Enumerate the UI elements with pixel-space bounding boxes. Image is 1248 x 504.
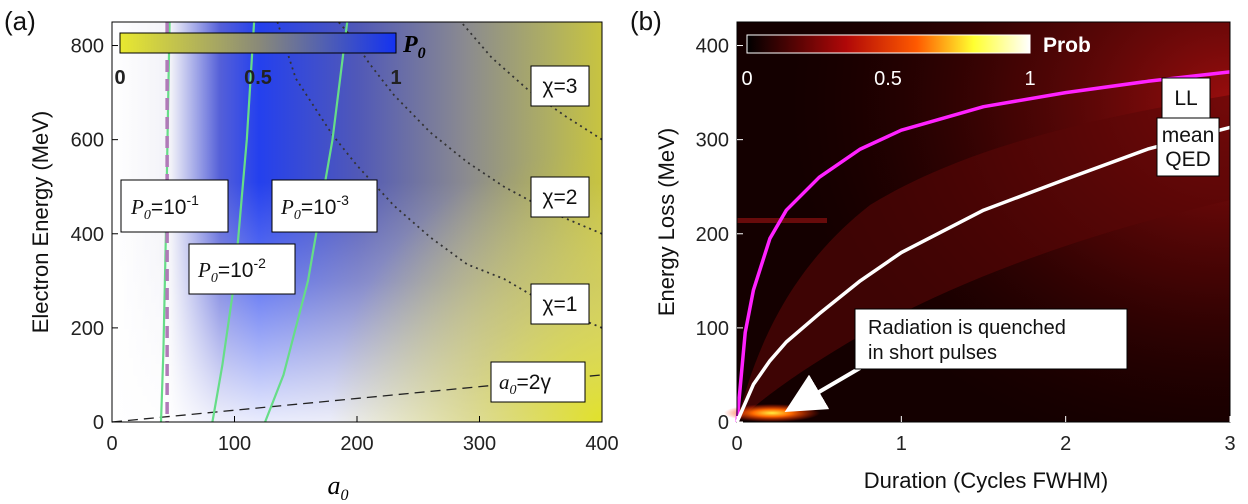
y-tick-label: 400 [696,36,729,58]
svg-text:P0=10-2: P0=10-2 [197,255,266,286]
svg-text:LL: LL [1174,87,1197,110]
cb-b-tick-2: 1 [1024,68,1035,90]
panel-a-x-ticks: 0 100 200 300 400 [106,416,619,455]
x-tick-label: 100 [218,433,251,455]
panel-b-label: (b) [630,6,662,36]
svg-text:χ=3: χ=3 [543,75,578,98]
series-mean-qed-line [735,125,1231,423]
panel-b-colorbar-label: Prob [1043,34,1091,57]
svg-text:a0=2γ: a0=2γ [499,370,551,398]
panel-b-x-ticks: 0 1 2 3 [731,416,1236,455]
label-chi-3: χ=3 [530,65,590,107]
panel-b-xlabel: Duration (Cycles FWHM) [864,468,1108,493]
label-p0-1e-3: P0=10-3 [271,179,378,233]
panel-b-frame [736,21,1231,423]
y-tick-label: 300 [696,130,729,152]
cb-a-tick-0: 0 [114,67,125,89]
x-tick-label: 400 [585,433,618,455]
x-tick-label: 0 [731,433,742,455]
svg-text:QED: QED [1165,148,1211,171]
x-tick-label: 200 [340,433,373,455]
panel-b-y-ticks: 0 100 200 300 400 [696,36,743,434]
label-a0-2gamma: a0=2γ [490,361,586,403]
annotation-line-2: in short pulses [868,342,997,364]
y-tick-label: 200 [71,318,104,340]
label-chi-2: χ=2 [530,176,590,218]
panel-a-xlabel: a0 [328,471,349,504]
svg-text:χ=1: χ=1 [543,293,578,316]
x-tick-label: 0 [106,433,117,455]
panel-b-colorbar: Prob 0 0.5 1 [741,34,1090,90]
annotation-line-1: Radiation is quenched [868,317,1066,339]
y-tick-label: 100 [696,318,729,340]
svg-text:mean: mean [1162,124,1215,147]
y-tick-label: 0 [93,412,104,434]
cb-a-tick-2: 1 [390,67,401,89]
panel-b-lines [735,70,1231,423]
panel-a: (a) 0 100 200 300 400 0 200 400 600 800 Electron… [4,6,619,504]
cb-b-tick-1: 0.5 [874,68,902,90]
cb-b-tick-0: 0 [741,68,752,90]
panel-b: (b) 0 1 2 3 0 100 200 300 400 Energy Loss (MeV)… [630,6,1236,493]
annotation-arrow [784,366,862,413]
x-tick-label: 1 [896,433,907,455]
svg-text:P0=10-3: P0=10-3 [280,192,349,223]
y-tick-label: 400 [71,224,104,246]
p0-contour-3 [264,21,349,423]
a0-2gamma-line [111,374,603,423]
cb-a-tick-1: 0.5 [244,67,272,89]
x-tick-label: 3 [1224,433,1235,455]
panel-a-label: (a) [4,6,36,36]
label-ll: LL [1161,77,1211,119]
series-ll-line [735,70,1231,423]
y-tick-label: 600 [71,130,104,152]
x-tick-label: 300 [463,433,496,455]
panel-a-colorbar: P0 0 0.5 1 [114,32,425,89]
panel-a-ylabel: Electron Energy (MeV) [28,111,53,334]
y-tick-label: 200 [696,224,729,246]
panel-a-y-ticks: 0 200 400 600 800 [71,36,118,434]
panel-b-ylabel: Energy Loss (MeV) [654,128,679,316]
svg-text:P0=10-1: P0=10-1 [130,192,199,223]
panel-a-colorbar-label: P0 [402,32,426,62]
y-tick-label: 800 [71,36,104,58]
svg-text:χ=2: χ=2 [543,186,578,209]
label-p0-1e-1: P0=10-1 [120,179,229,233]
x-tick-label: 2 [1060,433,1071,455]
label-chi-1: χ=1 [530,283,590,325]
label-mean-qed: mean QED [1156,117,1220,177]
annotation-box: Radiation is quenched in short pulses [784,308,1128,413]
label-p0-1e-2: P0=10-2 [188,243,296,295]
y-tick-label: 0 [718,412,729,434]
